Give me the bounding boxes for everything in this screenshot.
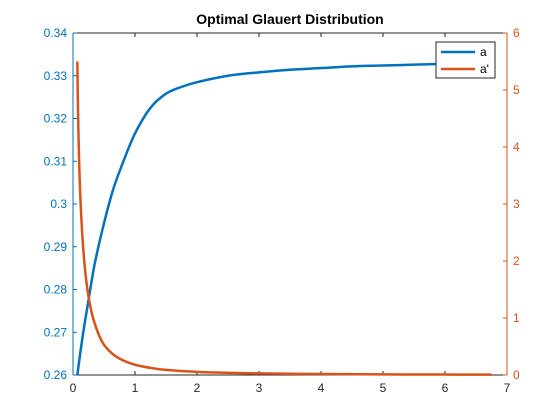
y-left-tick-label: 0.32 <box>44 112 68 126</box>
x-tick-label: 7 <box>504 381 511 395</box>
series-line-a <box>76 61 492 376</box>
y-axis-right: 0 1 2 3 4 5 6 <box>503 26 520 382</box>
y-right-tick-label: 6 <box>513 26 520 40</box>
x-tick-label: 0 <box>70 381 77 395</box>
plot-background <box>73 33 507 375</box>
y-right-tick-label: 1 <box>513 311 520 325</box>
x-tick-label: 4 <box>318 381 325 395</box>
legend-label: a <box>480 45 487 59</box>
y-axis-left: 0.26 0.27 0.28 0.29 0.3 0.31 0.32 0.33 0.34 <box>44 26 77 382</box>
y-left-tick-label: 0.33 <box>44 69 68 83</box>
y-left-tick-label: 0.29 <box>44 240 68 254</box>
x-tick-label: 3 <box>256 381 263 395</box>
plot-area <box>73 32 507 375</box>
x-tick-label: 6 <box>442 381 449 395</box>
y-left-tick-label: 0.34 <box>44 26 68 40</box>
legend: a a' <box>435 41 496 79</box>
x-tick-label: 5 <box>380 381 387 395</box>
legend-label: a' <box>480 62 489 76</box>
y-left-tick-label: 0.26 <box>44 368 68 382</box>
y-right-tick-label: 5 <box>513 83 520 97</box>
series-line-a-prime <box>76 61 492 376</box>
y-left-tick-label: 0.31 <box>44 154 68 168</box>
chart-title: Optimal Glauert Distribution <box>196 11 383 27</box>
y-left-tick-label: 0.27 <box>44 325 68 339</box>
x-tick-label: 2 <box>194 381 201 395</box>
y-right-tick-label: 4 <box>513 140 520 154</box>
legend-box <box>435 41 496 79</box>
y-right-tick-label: 0 <box>513 368 520 382</box>
series-layer <box>76 61 492 376</box>
y-right-tick-label: 3 <box>513 197 520 211</box>
x-tick-label: 1 <box>132 381 139 395</box>
y-left-tick-label: 0.3 <box>50 197 67 211</box>
y-right-tick-label: 2 <box>513 254 520 268</box>
y-left-tick-label: 0.28 <box>44 283 68 297</box>
